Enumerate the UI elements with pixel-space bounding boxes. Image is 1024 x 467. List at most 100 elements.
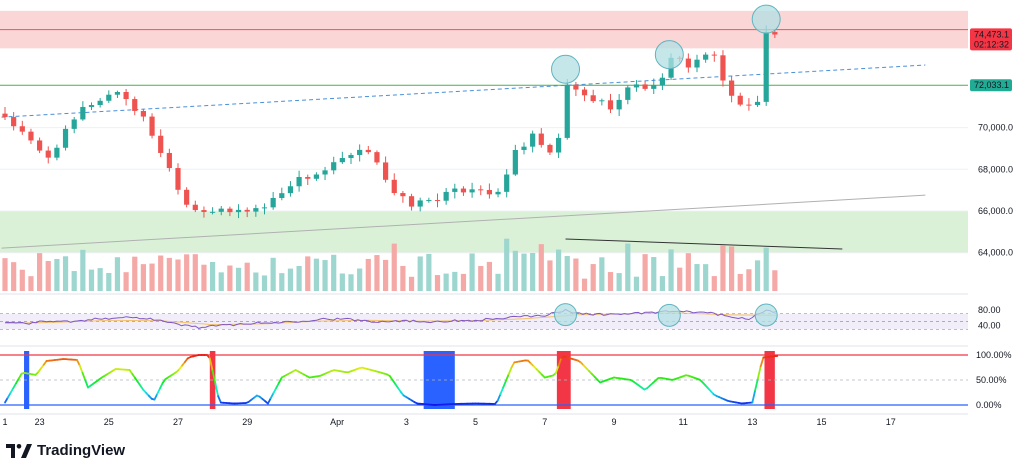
price-tag-bg — [970, 79, 1012, 92]
volume-bar — [313, 258, 319, 291]
price-axis-label: 68,000.0 — [978, 164, 1013, 174]
candle-body — [443, 191, 449, 201]
volume-bar — [659, 276, 665, 291]
price-lines — [0, 29, 968, 250]
rsi-highlight-circle — [754, 303, 778, 327]
price-tag-countdown: 02:12:32 — [974, 39, 1009, 49]
candle-body — [114, 91, 121, 95]
candle-body — [651, 85, 657, 89]
volume-bar — [253, 272, 259, 291]
candle-body — [374, 152, 380, 163]
volume-bar — [486, 261, 492, 291]
volume-bar — [227, 265, 233, 291]
volume-bars — [2, 238, 778, 291]
volume-bar — [88, 269, 95, 291]
volume-bar — [45, 261, 51, 291]
volume-bar — [374, 255, 380, 291]
candle-body — [625, 87, 631, 100]
candle-body — [469, 189, 475, 193]
volume-bar — [287, 268, 294, 291]
time-axis-label: 9 — [611, 417, 616, 427]
volume-bar — [772, 270, 778, 291]
volume-bar — [460, 273, 467, 291]
candle-body — [590, 95, 596, 102]
brand-name: TradingView — [37, 442, 126, 459]
stoch-line-segment — [505, 373, 510, 382]
volume-bar — [322, 260, 328, 291]
candle-body — [365, 149, 371, 153]
volume-bar — [184, 254, 190, 291]
volume-bar — [564, 255, 570, 291]
axes: 70,000.0 68,000.0 66,000.0 64,000.0 74,473.1… — [0, 28, 1013, 427]
stoch-line-segment — [12, 382, 17, 390]
volume-bar — [201, 264, 207, 291]
stoch-line-segment — [6, 391, 12, 399]
volume-bar — [261, 275, 268, 291]
stoch-line-segment — [756, 365, 762, 380]
volume-bar — [556, 249, 562, 291]
candle-body — [417, 200, 423, 207]
volume-bar — [106, 272, 112, 291]
candle-body — [244, 209, 250, 212]
volume-bar — [685, 253, 691, 291]
candle-body — [547, 144, 553, 153]
candle-body — [201, 210, 207, 212]
candle-body — [210, 211, 216, 213]
candle-body — [54, 147, 60, 158]
stoch-line-segment — [507, 366, 513, 376]
candle-body — [737, 95, 743, 105]
volume-bar — [512, 250, 518, 291]
candle-body — [97, 100, 103, 106]
volume-bar — [478, 266, 484, 291]
candle-body — [270, 197, 276, 208]
candle-body — [158, 135, 164, 153]
stoch-line-segment — [78, 364, 84, 374]
price-tag-label: 74,473.1 — [974, 29, 1009, 39]
volume-bar — [651, 257, 657, 291]
candle-body — [235, 209, 242, 213]
volume-bar — [80, 249, 86, 291]
volume-bar — [391, 243, 397, 291]
candle-body — [530, 133, 536, 147]
candle-body — [331, 162, 337, 171]
volume-bar — [521, 253, 527, 291]
candle-body — [659, 77, 665, 86]
candle-body — [11, 117, 17, 127]
candle-body — [633, 84, 640, 88]
candle-body — [348, 154, 354, 159]
volume-bar — [218, 272, 224, 291]
time-axis-label: 5 — [473, 417, 478, 427]
volume-bar — [158, 255, 164, 291]
volume-bar — [495, 273, 501, 291]
candle-body — [80, 106, 86, 120]
volume-bar — [296, 265, 302, 291]
candle-body — [253, 208, 259, 212]
candle-body — [694, 59, 700, 68]
volume-bar — [504, 238, 510, 291]
volume-bar — [97, 268, 103, 291]
stoch-line-segment — [9, 387, 15, 394]
volume-bar — [677, 267, 683, 291]
volume-bar — [62, 256, 69, 291]
volume-bar — [408, 276, 415, 291]
candle-body — [434, 200, 441, 202]
volume-bar — [607, 272, 614, 291]
candle-body — [754, 101, 761, 106]
candle-body — [279, 193, 285, 198]
volume-bar — [547, 260, 553, 291]
volume-bar — [166, 257, 172, 291]
volume-bar — [28, 276, 34, 291]
rsi-band — [0, 313, 968, 330]
rsi-axis-label: 40.00 — [978, 320, 1001, 330]
volume-bar — [625, 243, 631, 291]
volume-bar — [11, 262, 17, 291]
stoch-signal-bar — [556, 351, 571, 409]
time-axis-label: 15 — [817, 417, 827, 427]
candle-body — [521, 146, 527, 150]
candle-body — [486, 190, 492, 195]
price-axis-label: 64,000.0 — [978, 248, 1013, 258]
volume-bar — [339, 273, 345, 291]
candle-body — [772, 32, 778, 35]
volume-bar — [668, 249, 674, 291]
candle-body — [339, 158, 345, 163]
